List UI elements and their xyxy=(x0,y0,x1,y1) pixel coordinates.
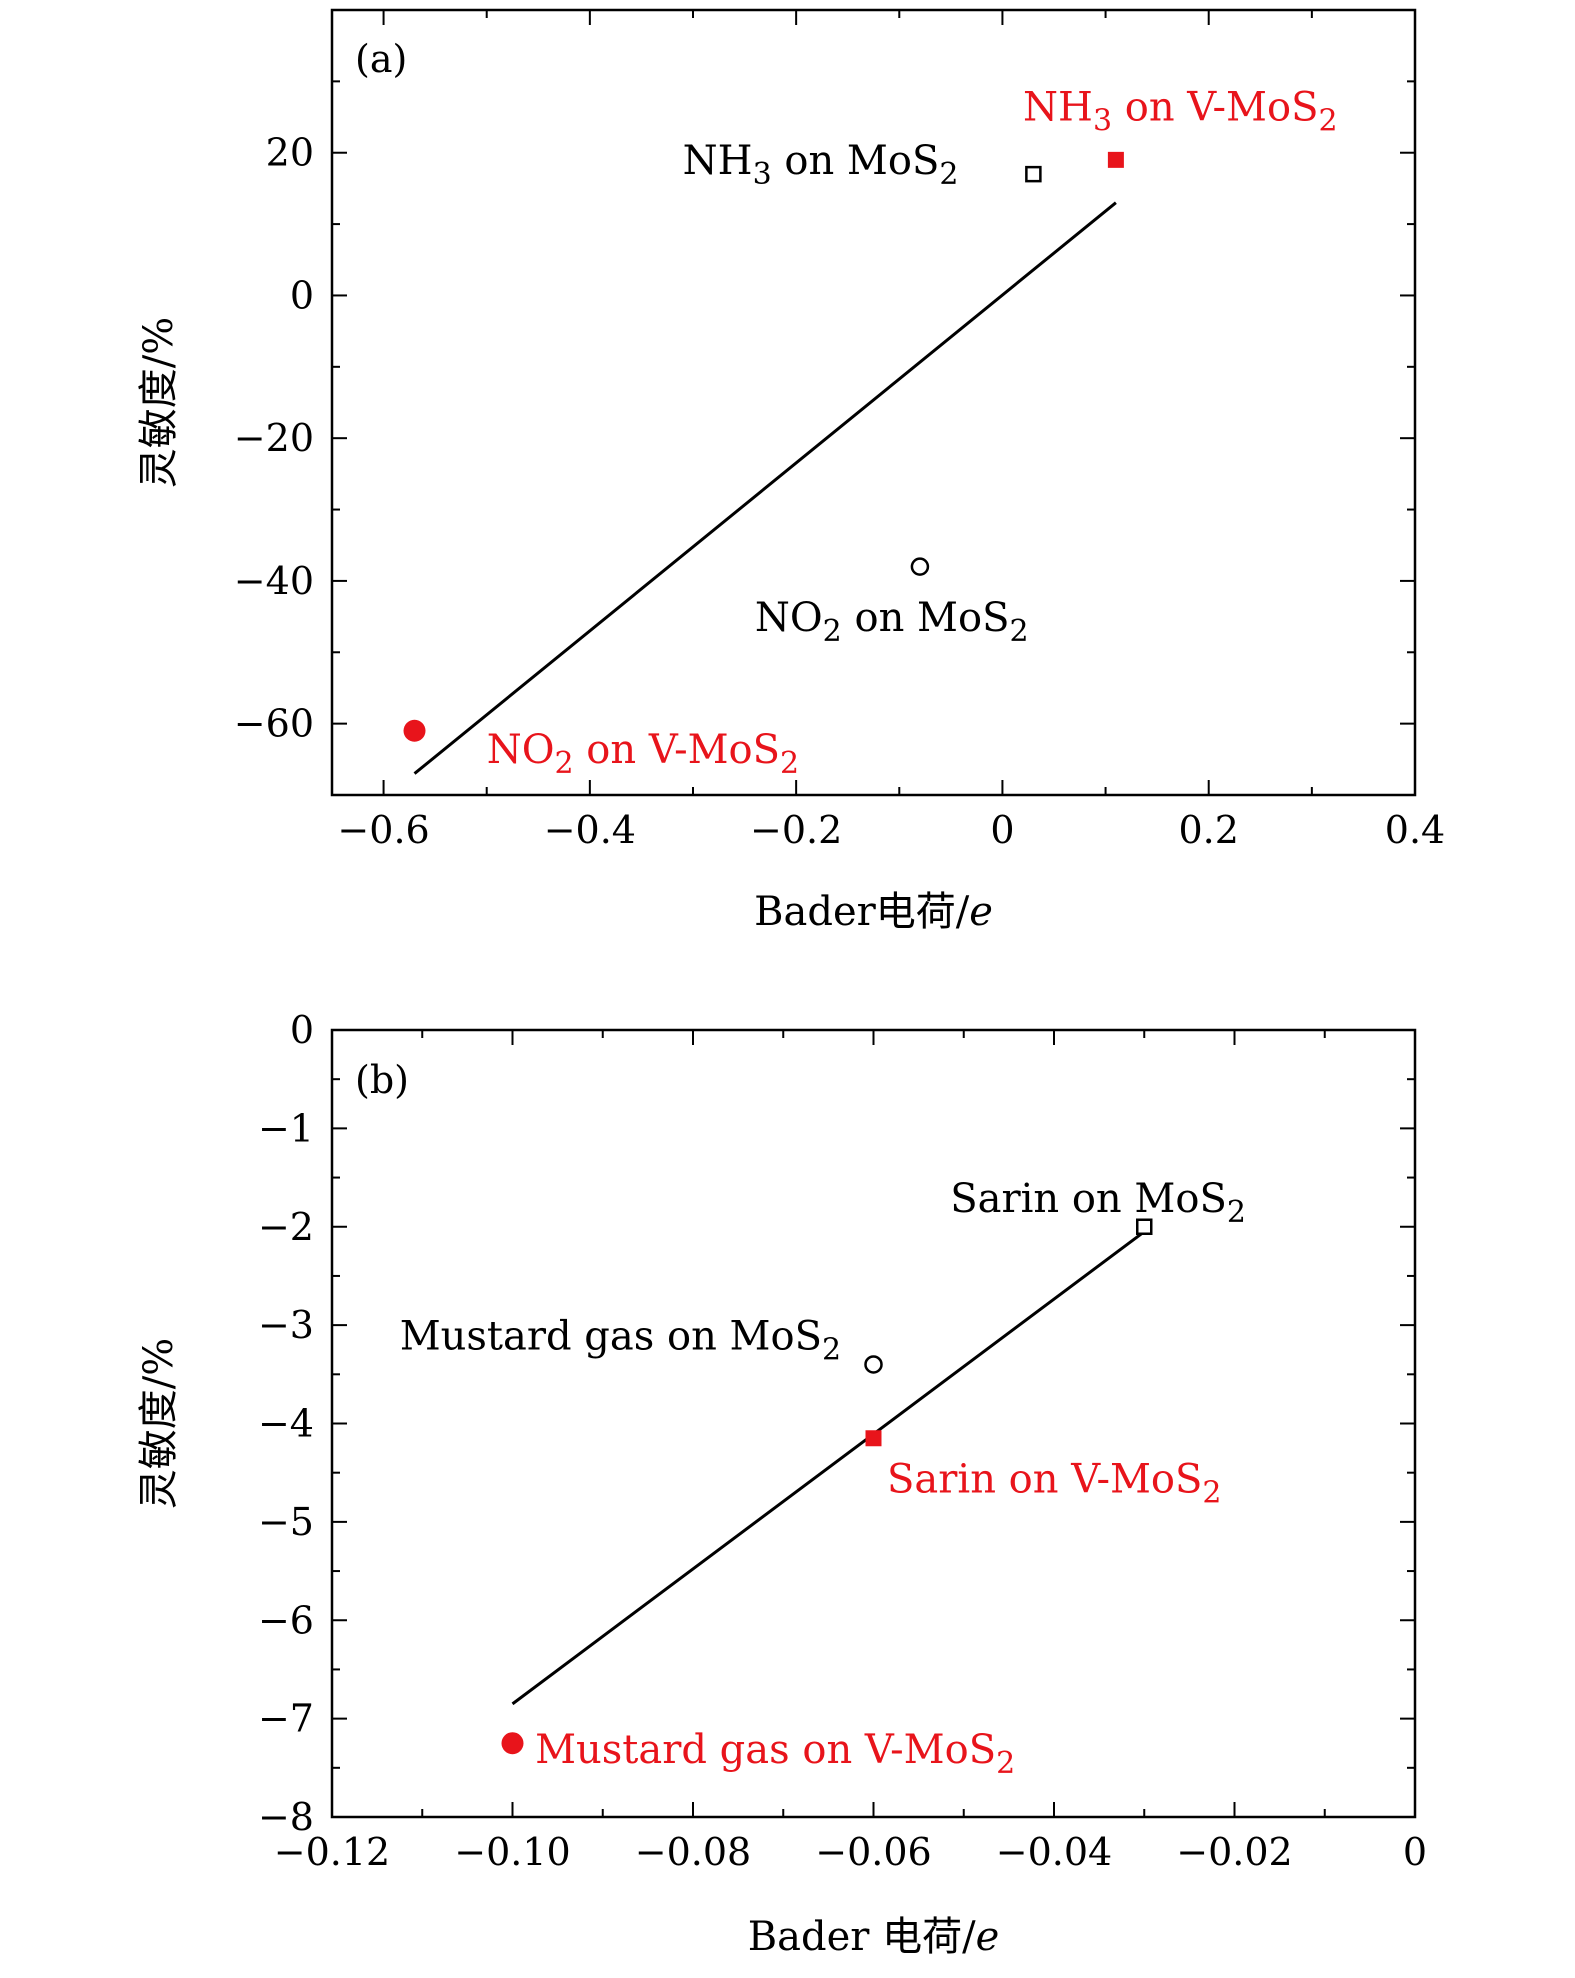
x-tick-label: −0.08 xyxy=(635,1830,751,1874)
fit-line xyxy=(413,201,1117,775)
fit-line xyxy=(511,1230,1146,1706)
chart-panel-a: −0.6 −0.4 −0.2 0 0.2 0.4 20 0 −20 −40 −60 NH3 on V-… xyxy=(136,8,1445,935)
y-axis-title: 灵敏度/% xyxy=(136,1338,182,1509)
panel-label: (b) xyxy=(355,1058,409,1102)
point-sarin-on-mos2 xyxy=(1136,1218,1153,1235)
x-tick-label: −0.12 xyxy=(274,1830,390,1874)
y-tick-label: −1 xyxy=(258,1106,314,1150)
x-tick-label: −0.10 xyxy=(454,1830,570,1874)
plot-frame xyxy=(330,1028,1417,1819)
x-axis-title: Bader电荷/e xyxy=(754,889,993,935)
point-annotation: Sarin on MoS2 xyxy=(950,1176,1246,1230)
point-annotation: NH3 on V-MoS2 xyxy=(1023,85,1338,139)
y-axis-title: 灵敏度/% xyxy=(136,317,182,488)
y-tick-label: −6 xyxy=(258,1598,314,1642)
y-tick-label: 0 xyxy=(290,273,314,317)
y-tick-label: −7 xyxy=(258,1697,314,1741)
y-tick-label: −5 xyxy=(258,1500,314,1544)
x-tick-label: −0.02 xyxy=(1176,1830,1292,1874)
x-axis-title: Bader 电荷/e xyxy=(748,1914,1000,1960)
y-tick-label: 20 xyxy=(266,131,314,175)
point-annotation: Sarin on V-MoS2 xyxy=(887,1456,1221,1510)
point-annotation: NO2 on MoS2 xyxy=(755,595,1029,649)
x-tick-label: −0.2 xyxy=(750,808,842,852)
plot-frame xyxy=(330,8,1417,797)
point-mustard-gas-on-v-mos2 xyxy=(501,1732,524,1755)
x-tick-label: −0.4 xyxy=(544,808,636,852)
point-annotation: NO2 on V-MoS2 xyxy=(487,727,799,781)
point-annotation: Mustard gas on V-MoS2 xyxy=(535,1727,1015,1781)
x-tick-label: 0 xyxy=(1403,1830,1427,1874)
y-tick-label: −60 xyxy=(234,702,314,746)
y-tick-label: −2 xyxy=(258,1205,314,1249)
y-tick-label: −3 xyxy=(258,1303,314,1347)
point-sarin-on-v-mos2 xyxy=(865,1430,882,1447)
y-tick-label: −20 xyxy=(234,416,314,460)
chart-panel-b: −0.12 −0.10 −0.08 −0.06 −0.04 −0.02 0 0 −1 −2 −3 −4… xyxy=(136,1008,1427,1960)
x-tick-label: 0.2 xyxy=(1178,808,1238,852)
x-tick-label: −0.04 xyxy=(996,1830,1112,1874)
x-tick-label: 0 xyxy=(990,808,1014,852)
point-mustard-gas-on-mos2 xyxy=(864,1355,883,1374)
y-tick-label: −8 xyxy=(258,1795,314,1839)
point-nh3-on-mos2 xyxy=(1025,165,1042,183)
point-annotation: NH3 on MoS2 xyxy=(683,138,959,192)
point-no2-on-mos2 xyxy=(910,557,930,576)
y-tick-label: −40 xyxy=(234,559,314,603)
point-annotation: Mustard gas on MoS2 xyxy=(400,1314,841,1368)
x-tick-label: 0.4 xyxy=(1385,808,1445,852)
point-no2-on-v-mos2 xyxy=(403,719,426,742)
y-tick-label: 0 xyxy=(290,1008,314,1052)
panel-label: (a) xyxy=(355,37,407,81)
point-nh3-on-v-mos2 xyxy=(1107,151,1124,168)
y-tick-label: −4 xyxy=(258,1402,314,1446)
x-tick-label: −0.6 xyxy=(337,808,429,852)
x-tick-label: −0.06 xyxy=(815,1830,931,1874)
